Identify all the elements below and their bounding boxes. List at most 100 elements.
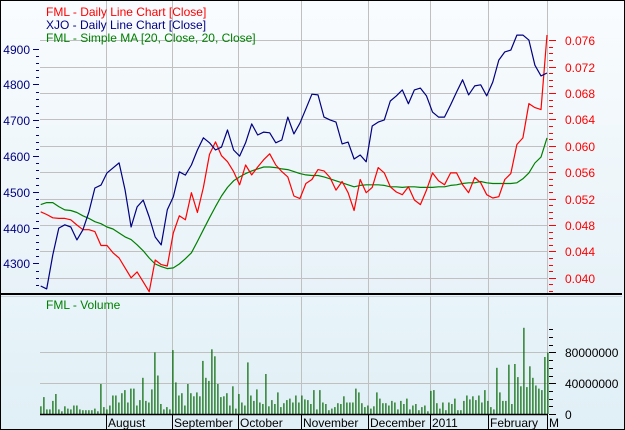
volume-bar — [436, 403, 438, 414]
volume-bar — [298, 402, 300, 414]
volume-bar — [175, 382, 177, 414]
volume-bar — [109, 405, 111, 414]
volume-bar — [247, 362, 249, 414]
volume-bar — [58, 409, 60, 414]
volume-bar — [265, 374, 267, 414]
volume-bar — [472, 396, 474, 414]
volume-bar — [361, 403, 363, 414]
date-axis: August September October November December 20… — [106, 414, 559, 430]
volume-bar — [250, 395, 252, 414]
volume-bar — [493, 409, 495, 414]
volume-bar — [157, 375, 159, 414]
legend-fml-ma: FML - Simple MA [20, Close, 20, Close] — [46, 31, 256, 45]
volume-bar — [538, 388, 540, 414]
volume-bar — [40, 406, 42, 414]
volume-bar — [286, 400, 288, 414]
volume-bar — [262, 404, 264, 414]
volume-bar — [127, 402, 129, 414]
volume-bar — [154, 352, 156, 414]
volume-bar — [481, 402, 483, 414]
volume-bar — [205, 377, 207, 414]
left-axis-tick-label: 4500 — [3, 186, 30, 200]
right-axis-tick-label: 0.048 — [565, 219, 595, 233]
right-axis-tick-label: 0.056 — [565, 166, 595, 180]
volume-bar — [295, 395, 297, 414]
volume-bar — [418, 410, 420, 414]
volume-bar — [430, 390, 432, 414]
volume-bar — [166, 407, 168, 414]
volume-bar — [253, 400, 255, 414]
volume-bar — [322, 402, 324, 414]
volume-bar — [136, 405, 138, 414]
volume-bar — [499, 392, 501, 414]
volume-bar — [445, 410, 447, 414]
volume-bar — [202, 360, 204, 414]
volume-bar — [82, 410, 84, 414]
volume-bar — [535, 385, 537, 414]
volume-bar — [409, 409, 411, 414]
volume-bar — [337, 403, 339, 414]
volume-bar — [79, 409, 81, 414]
volume-bar — [484, 390, 486, 414]
volume-bar — [526, 387, 528, 414]
volume-bar — [208, 380, 210, 414]
volume-bar — [277, 392, 279, 414]
volume-bar — [400, 400, 402, 414]
volume-bar — [367, 405, 369, 414]
volume-bar — [346, 402, 348, 414]
volume-bar — [547, 352, 549, 414]
volume-bar — [289, 398, 291, 414]
volume-bar — [199, 396, 201, 414]
volume-bar — [475, 400, 477, 414]
volume-bar — [385, 403, 387, 414]
volume-bar — [46, 409, 48, 414]
volume-bar — [403, 404, 405, 414]
volume-bar — [130, 388, 132, 414]
volume-bar — [355, 388, 357, 414]
volume-bar — [316, 409, 318, 414]
volume-bar — [328, 410, 330, 414]
volume-bar — [406, 398, 408, 414]
month-label: December — [370, 416, 425, 430]
volume-bar — [178, 395, 180, 414]
volume-bar — [334, 407, 336, 414]
volume-bar — [139, 400, 141, 414]
legend-xjo-close: XJO - Daily Line Chart [Close] — [46, 18, 206, 32]
volume-bar — [508, 364, 510, 414]
volume-bar — [505, 400, 507, 414]
volume-bar — [448, 402, 450, 414]
month-label: October — [240, 416, 283, 430]
volume-bar — [370, 408, 372, 414]
volume-bar — [529, 366, 531, 414]
volume-bar — [163, 409, 165, 414]
volume-axis-tick-label: 80000000 — [565, 346, 619, 360]
volume-bar — [112, 395, 114, 414]
volume-bar — [466, 395, 468, 414]
volume-bar — [478, 395, 480, 414]
volume-bar — [187, 384, 189, 414]
volume-bar — [490, 407, 492, 414]
month-label: M — [549, 416, 559, 430]
left-axis-tick-label: 4400 — [3, 222, 30, 236]
month-label: November — [303, 416, 358, 430]
legend: FML - Daily Line Chart [Close] XJO - Dai… — [46, 5, 256, 45]
volume-bar — [313, 390, 315, 414]
volume-bar — [238, 394, 240, 414]
fml-close-line — [40, 34, 548, 293]
volume-bar — [94, 408, 96, 414]
volume-bar — [148, 402, 150, 414]
volume-bar — [85, 410, 87, 414]
volume-bar — [118, 402, 120, 414]
volume-bar — [454, 398, 456, 414]
volume-axis-tick-label: 0 — [565, 408, 572, 422]
volume-bar — [229, 405, 231, 414]
price-lines — [40, 34, 548, 293]
volume-bar — [364, 407, 366, 414]
volume-bar — [304, 399, 306, 414]
grid-lines — [40, 0, 548, 414]
volume-bar — [379, 398, 381, 414]
volume-bar — [223, 396, 225, 414]
volume-bar — [292, 402, 294, 414]
volume-bar — [487, 400, 489, 414]
volume-bar — [280, 407, 282, 414]
